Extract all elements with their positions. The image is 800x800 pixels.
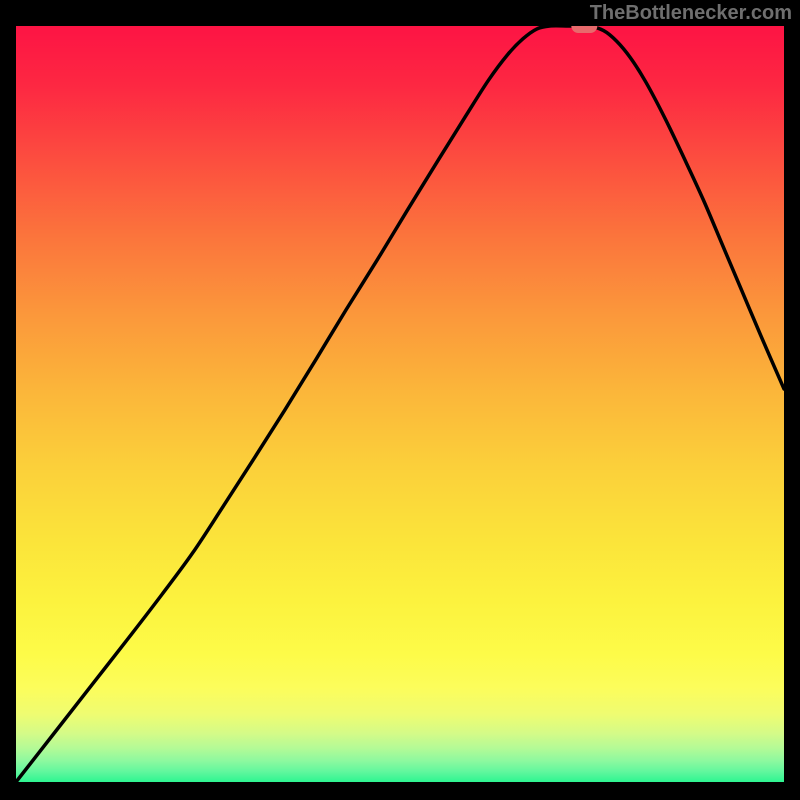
chart-background-gradient xyxy=(16,26,784,782)
watermark-text: TheBottlenecker.com xyxy=(590,2,792,25)
chart-svg xyxy=(0,0,800,800)
bottleneck-chart: TheBottlenecker.com xyxy=(0,0,800,800)
